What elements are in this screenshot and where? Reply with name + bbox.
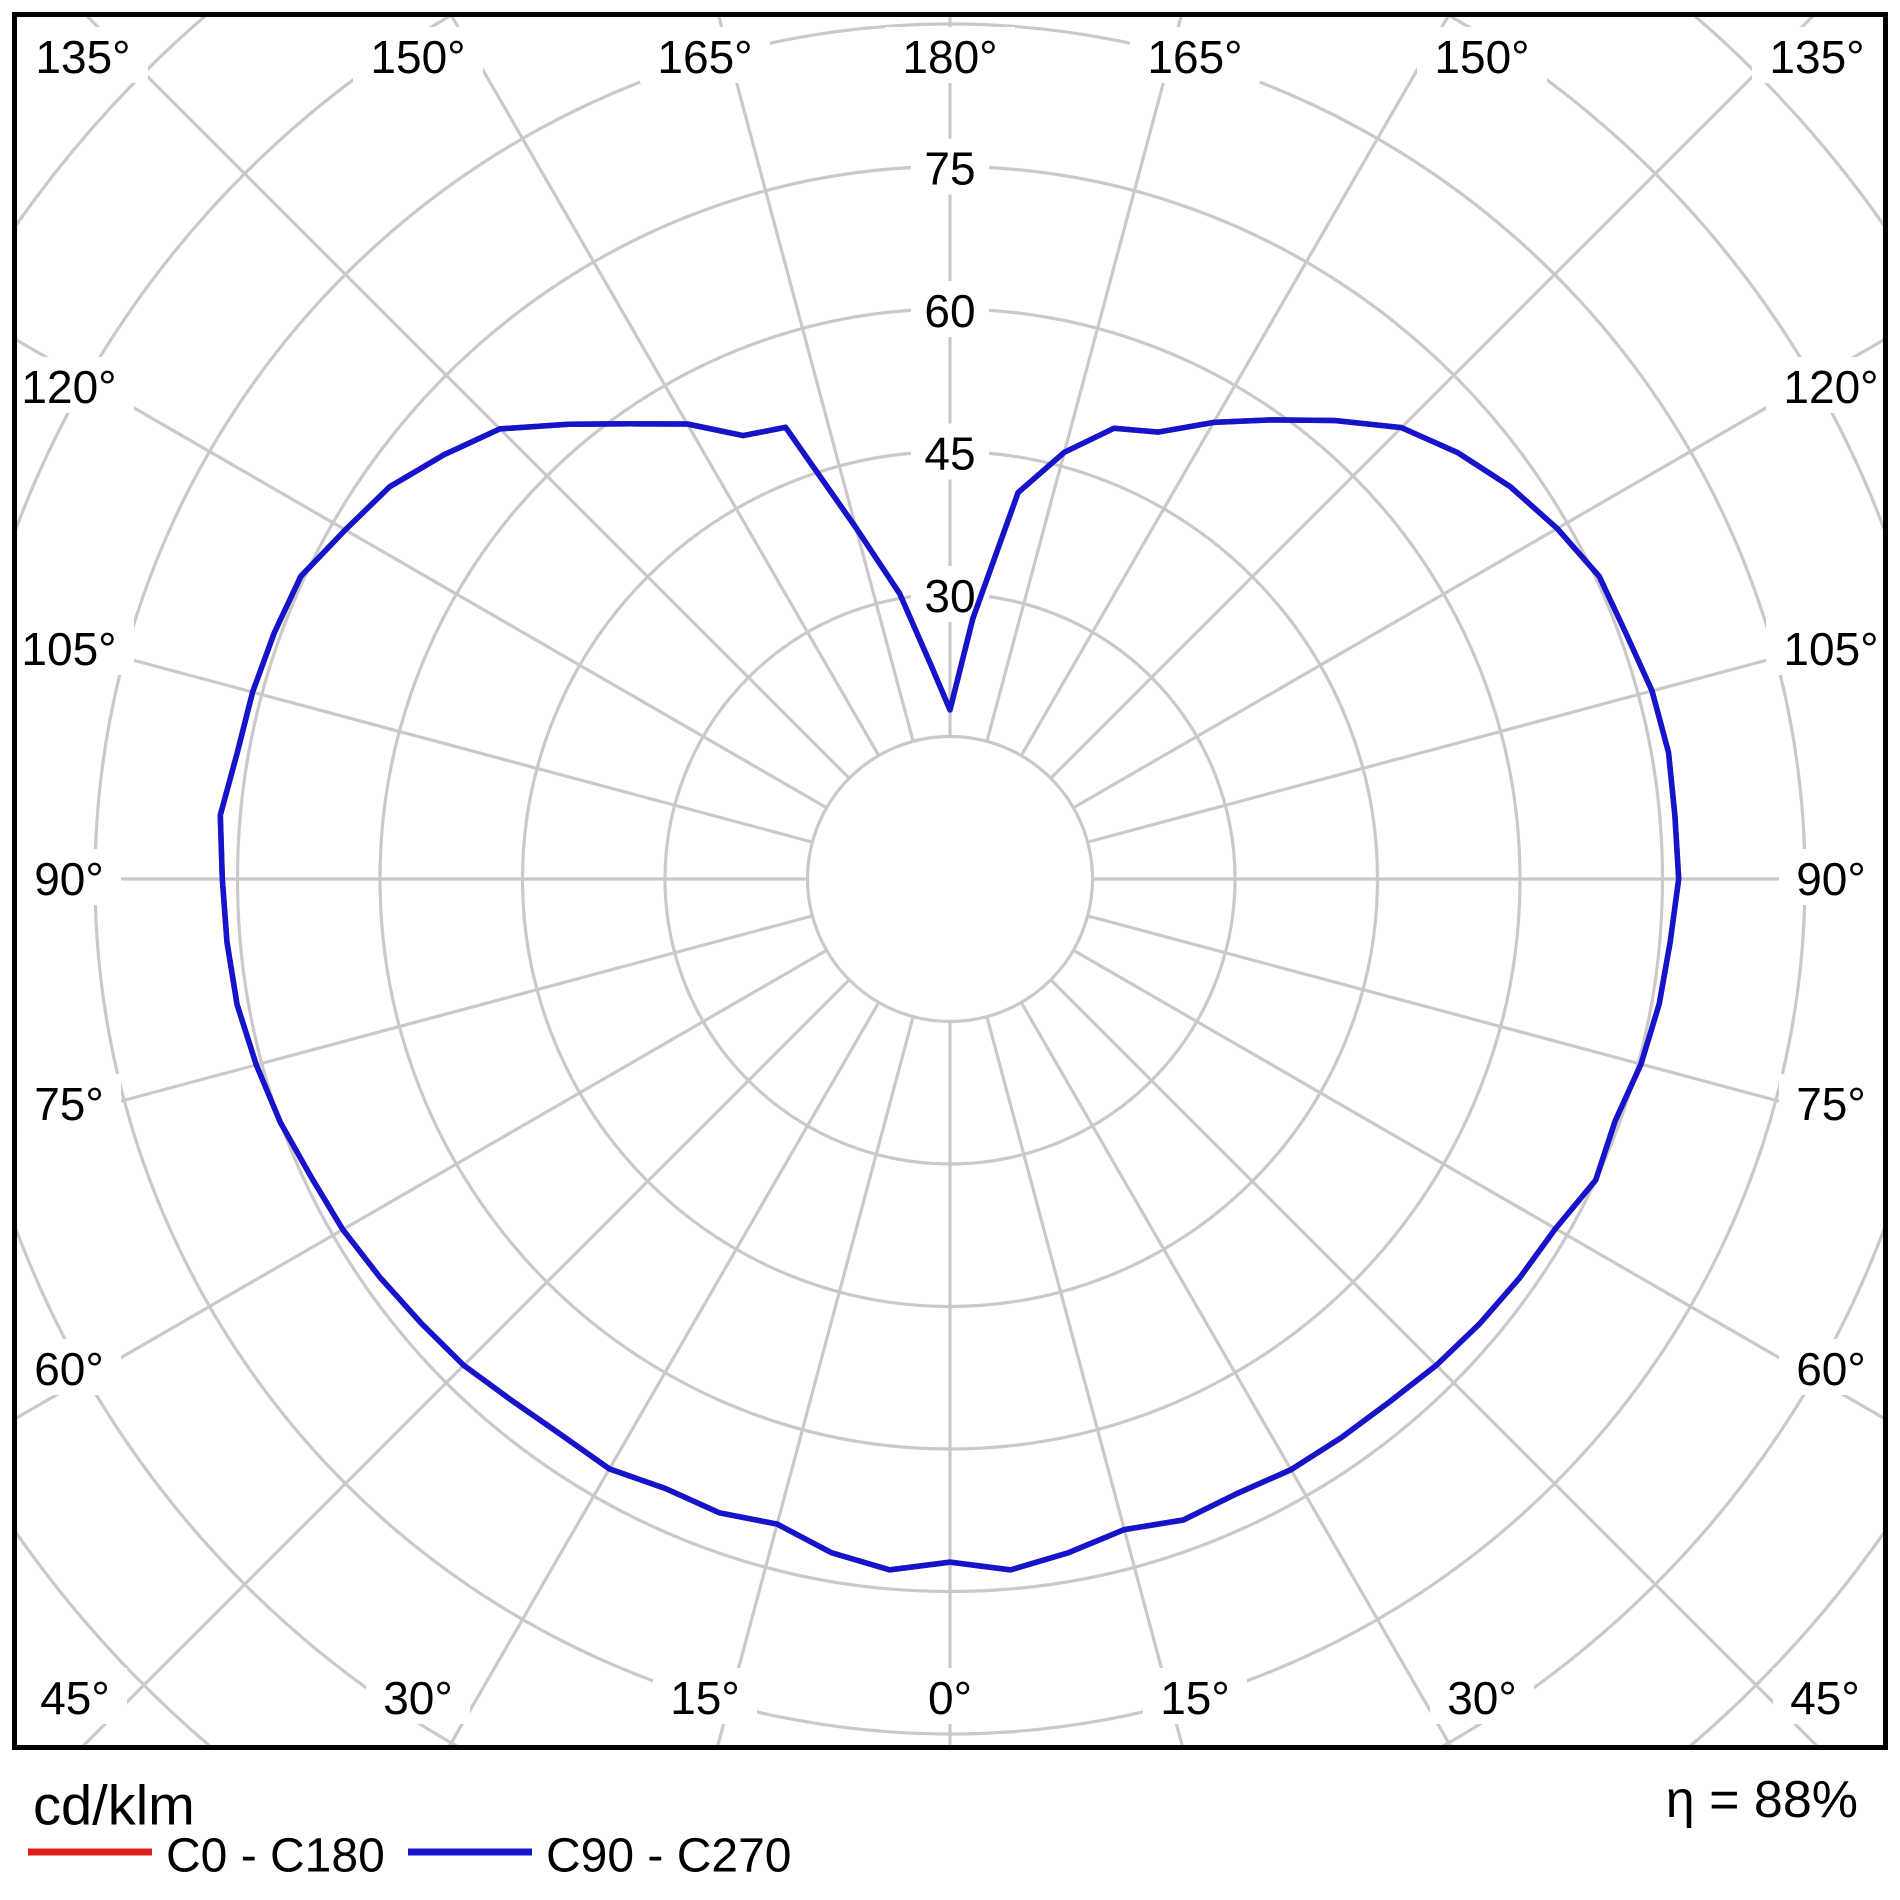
grid-spoke-60: [1072, 948, 1883, 1420]
tick-label-background: [911, 138, 989, 195]
angle-tick-label: 120°: [21, 361, 116, 413]
tick-label-background: [911, 423, 989, 480]
plot-border: [12, 12, 1888, 1750]
grid-spoke-150: [1019, 17, 1450, 757]
axis-tick-labels: 135° 150° 165° 180° 165° 150° 135° 45° 30° 15° 0° 1…: [4, 27, 1896, 1724]
tick-label-background: [640, 27, 770, 83]
angle-tick-label: 105°: [21, 623, 116, 675]
angle-tick-label: 150°: [1434, 31, 1529, 83]
grid-spoke-225: [85, 17, 851, 780]
grid-spoke-300: [17, 948, 828, 1420]
tick-label-background: [1773, 1668, 1877, 1724]
tick-label-background: [4, 357, 134, 413]
angle-tick-label: 15°: [670, 1672, 740, 1724]
tick-label-background: [1143, 1668, 1247, 1724]
tick-label-background: [23, 1668, 127, 1724]
intensity-curves: [217, 417, 1682, 1573]
grid-spoke-240: [17, 338, 828, 810]
tick-label-background: [1130, 27, 1260, 83]
angle-tick-label: 90°: [1796, 853, 1866, 905]
tick-label-background: [18, 27, 148, 83]
tick-label-background: [911, 281, 989, 337]
grid-spoke-30: [1019, 1001, 1452, 1745]
tick-label-background: [1430, 1668, 1534, 1724]
grid-spoke-135: [1049, 17, 1815, 780]
angle-tick-label: 15°: [1160, 1672, 1230, 1724]
angle-tick-label: 135°: [1769, 31, 1864, 83]
angle-tick-label: 180°: [902, 31, 997, 83]
tick-label-background: [1779, 849, 1883, 905]
unit-label: cd/klm: [33, 1774, 195, 1837]
grid-spoke-210: [450, 17, 881, 757]
tick-label-background: [353, 27, 483, 83]
grid-spoke-120: [1072, 338, 1883, 810]
grid-spoke-330: [448, 1001, 881, 1745]
radial-tick-label: 45: [924, 428, 975, 480]
tick-label-background: [1779, 1074, 1883, 1130]
tick-label-background: [1752, 27, 1882, 83]
grid-spoke-75: [1087, 914, 1883, 1131]
tick-label-background: [1766, 357, 1896, 413]
angle-tick-label: 75°: [34, 1078, 104, 1130]
angle-tick-label: 165°: [657, 31, 752, 83]
tick-label-background: [1766, 619, 1896, 675]
angle-tick-label: 30°: [1447, 1672, 1517, 1724]
grid-spoke-105: [1087, 627, 1883, 844]
grid-spoke-315: [81, 978, 851, 1745]
tick-label-background: [1417, 27, 1547, 83]
angle-tick-label: 90°: [34, 853, 104, 905]
angle-tick-label: 60°: [34, 1343, 104, 1395]
grid-spoke-255: [17, 627, 813, 844]
grid-spoke-165: [985, 17, 1183, 742]
tick-label-background: [911, 1668, 989, 1724]
angle-tick-label: 45°: [1790, 1672, 1860, 1724]
angle-tick-label: 120°: [1783, 361, 1878, 413]
angle-tick-label: 45°: [40, 1672, 110, 1724]
legend-label-c0-c180: C0 - C180: [166, 1830, 385, 1883]
tick-label-background: [1779, 1339, 1883, 1395]
angle-tick-label: 75°: [1796, 1078, 1866, 1130]
angle-tick-label: 150°: [370, 31, 465, 83]
tick-label-background: [653, 1668, 757, 1724]
angle-tick-label: 30°: [383, 1672, 453, 1724]
angle-tick-label: 60°: [1796, 1343, 1866, 1395]
angle-tick-label: 165°: [1147, 31, 1242, 83]
radial-tick-label: 30: [924, 570, 975, 622]
radial-tick-label: 75: [924, 143, 975, 195]
angle-tick-label: 135°: [35, 31, 130, 83]
efficiency-label: η = 88%: [1666, 1771, 1858, 1829]
tick-label-background: [17, 849, 121, 905]
grid-spoke-45: [1049, 978, 1819, 1745]
tick-label-background: [4, 619, 134, 675]
curve-c90-c270: [217, 417, 1682, 1573]
grid-spoke-285: [17, 914, 813, 1131]
legend-label-c90-c270: C90 - C270: [546, 1830, 791, 1883]
tick-label-background: [17, 1074, 121, 1130]
tick-label-background: [885, 27, 1015, 83]
tick-label-background: [17, 1339, 121, 1395]
angle-tick-label: 105°: [1783, 623, 1878, 675]
radial-tick-label: 60: [924, 285, 975, 337]
tick-label-background: [366, 1668, 470, 1724]
angle-tick-label: 0°: [928, 1672, 972, 1724]
